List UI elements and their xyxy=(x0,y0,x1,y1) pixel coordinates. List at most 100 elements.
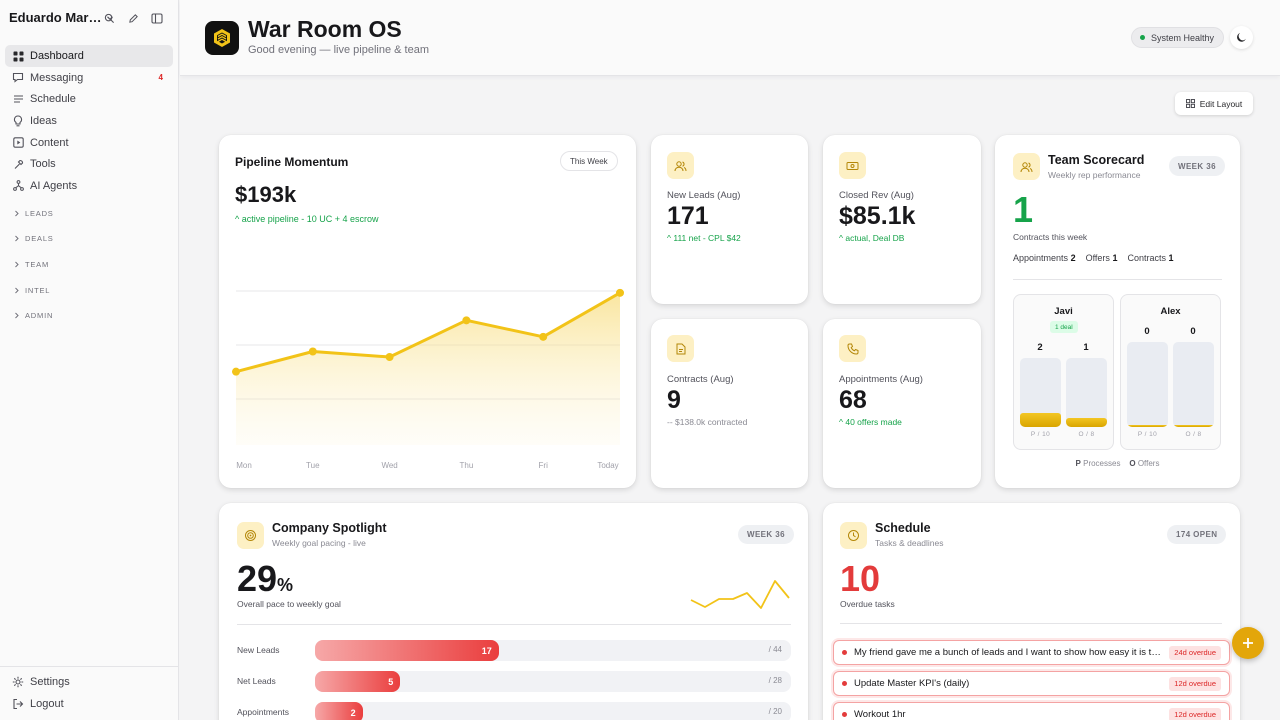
company-spotlight-card: Company Spotlight Weekly goal pacing - l… xyxy=(219,503,808,720)
pipeline-delta-text: active pipeline - 10 UC + 4 escrow xyxy=(241,214,379,224)
x-tick-label: Fri xyxy=(538,461,548,470)
new-leads-card[interactable]: New Leads (Aug) 171 ^ 111 net - CPL $42 xyxy=(651,135,808,304)
task-item[interactable]: Update Master KPI's (daily) 12d overdue xyxy=(833,671,1230,696)
pace-percent: 29% xyxy=(237,558,293,600)
sidebar-item-schedule[interactable]: Schedule xyxy=(5,89,173,111)
processes-bar xyxy=(1020,358,1061,427)
offers-tick: O / 8 xyxy=(1078,431,1095,438)
card-title: Company Spotlight xyxy=(272,521,387,535)
pace-value: 29 xyxy=(237,558,278,599)
pencil-icon[interactable] xyxy=(121,9,145,27)
app-logo xyxy=(205,21,239,55)
sidebar-footer: Settings Logout xyxy=(0,666,179,715)
stat-value: 9 xyxy=(667,386,681,414)
divider xyxy=(237,624,791,625)
week-badge: WEEK 36 xyxy=(1169,156,1225,176)
add-button[interactable] xyxy=(1232,627,1264,659)
app-title: War Room OS xyxy=(248,16,402,42)
card-subtitle: Weekly rep performance xyxy=(1048,170,1141,180)
sidebar-section-leads[interactable]: LEADS xyxy=(5,201,173,227)
chart-point[interactable] xyxy=(462,316,471,325)
stat-value: 171 xyxy=(667,202,709,230)
sidebar-item-settings[interactable]: Settings xyxy=(5,671,174,693)
goal-bar-appointments: 2 / 20 xyxy=(315,702,791,720)
search-icon[interactable] xyxy=(97,9,121,27)
offers-count: Offers 1 xyxy=(1086,253,1118,263)
sidebar-section-deals[interactable]: DEALS xyxy=(5,226,173,252)
goal-bar-fill: 2 xyxy=(315,702,363,720)
sidebar-item-logout[interactable]: Logout xyxy=(5,693,174,715)
open-count-badge: 174 OPEN xyxy=(1167,525,1227,544)
plus-icon xyxy=(1242,637,1254,649)
stat-delta-text: actual, Deal DB xyxy=(845,233,905,243)
edit-layout-button[interactable]: Edit Layout xyxy=(1175,92,1253,115)
chart-point[interactable] xyxy=(539,332,548,341)
workspace-switcher[interactable]: Eduardo Mar… xyxy=(9,10,169,25)
offers-bar xyxy=(1066,358,1107,427)
overdue-dot-icon xyxy=(842,681,847,686)
sidebar-item-ideas[interactable]: Ideas xyxy=(5,110,173,132)
offers-bar-fill xyxy=(1066,418,1107,427)
sidebar-item-label: Tools xyxy=(30,158,56,171)
appointments-card[interactable]: Appointments (Aug) 68 ^ 40 offers made xyxy=(823,319,981,488)
count-label: Offers xyxy=(1085,253,1110,263)
card-title: Team Scorecard xyxy=(1048,153,1145,167)
goal-bar-fill: 17 xyxy=(315,640,499,661)
rep-name: Alex xyxy=(1160,306,1181,317)
overdue-label: Overdue tasks xyxy=(840,599,895,609)
chart-point[interactable] xyxy=(616,288,624,297)
count-value: 1 xyxy=(1112,253,1118,263)
closed-rev-card[interactable]: Closed Rev (Aug) $85.1k ^ actual, Deal D… xyxy=(823,135,981,304)
team-scorecard-card: Team Scorecard Weekly rep performance WE… xyxy=(995,135,1240,488)
sidebar-section-team[interactable]: TEAM xyxy=(5,252,173,278)
processes-bar-fill xyxy=(1020,413,1061,427)
divider xyxy=(840,623,1222,624)
stat-value: 68 xyxy=(839,386,867,414)
legend-key: O xyxy=(1129,459,1136,468)
stat-delta: ^ 111 net - CPL $42 xyxy=(667,233,741,243)
sidebar-section-intel[interactable]: INTEL xyxy=(5,277,173,303)
moon-icon xyxy=(1236,32,1247,43)
status-text: System Healthy xyxy=(1151,32,1215,43)
section-label: TEAM xyxy=(25,260,50,270)
x-tick-label: Today xyxy=(597,461,619,470)
target-icon xyxy=(237,522,264,549)
processes-bar xyxy=(1127,342,1168,427)
sidebar-item-label: Content xyxy=(30,136,69,149)
pace-label: Overall pace to weekly goal xyxy=(237,599,341,609)
contracts-card[interactable]: Contracts (Aug) 9 -- $138.0k contracted xyxy=(651,319,808,488)
sidebar-item-messaging[interactable]: Messaging 4 xyxy=(5,67,173,89)
rep-card-alex[interactable]: Alex 0 0 P / 10 O / 8 xyxy=(1120,294,1221,450)
task-item[interactable]: Workout 1hr 12d overdue xyxy=(833,702,1230,720)
sidebar-item-dashboard[interactable]: Dashboard xyxy=(5,45,173,67)
chevron-right-icon xyxy=(14,235,20,242)
task-item[interactable]: My friend gave me a bunch of leads and I… xyxy=(833,640,1230,665)
arrow-up-icon: ^ xyxy=(235,214,242,224)
system-status-badge[interactable]: System Healthy xyxy=(1131,27,1225,48)
goal-value: 17 xyxy=(481,645,492,656)
theme-toggle-button[interactable] xyxy=(1230,26,1253,49)
goal-label: New Leads xyxy=(237,645,280,655)
deal-badge: 1 deal xyxy=(1050,321,1078,333)
sidebar-section-admin[interactable]: ADMIN xyxy=(5,303,173,329)
chart-point[interactable] xyxy=(308,347,317,356)
sidebar-item-tools[interactable]: Tools xyxy=(5,153,173,175)
overdue-count: 10 xyxy=(840,558,881,599)
chart-point[interactable] xyxy=(232,367,240,376)
pipeline-line xyxy=(235,291,621,374)
sidebar-item-content[interactable]: Content xyxy=(5,132,173,154)
section-label: INTEL xyxy=(25,285,51,295)
edit-layout-label: Edit Layout xyxy=(1199,98,1243,109)
banknote-icon xyxy=(839,152,866,179)
chevron-right-icon xyxy=(14,210,20,217)
sidebar-item-ai-agents[interactable]: AI Agents xyxy=(5,175,173,197)
pipeline-area xyxy=(236,292,620,445)
week-badge: WEEK 36 xyxy=(738,525,794,544)
count-value: 1 xyxy=(1168,253,1174,263)
chart-point[interactable] xyxy=(385,353,394,361)
rep-card-javi[interactable]: Javi 1 deal 2 1 P / 10 O / 8 xyxy=(1013,294,1114,450)
offers-bar-fill xyxy=(1173,425,1214,427)
range-selector[interactable]: This Week xyxy=(560,151,618,171)
sidebar-toggle-icon[interactable] xyxy=(145,9,169,27)
contracts-count: 1 xyxy=(1013,189,1034,230)
